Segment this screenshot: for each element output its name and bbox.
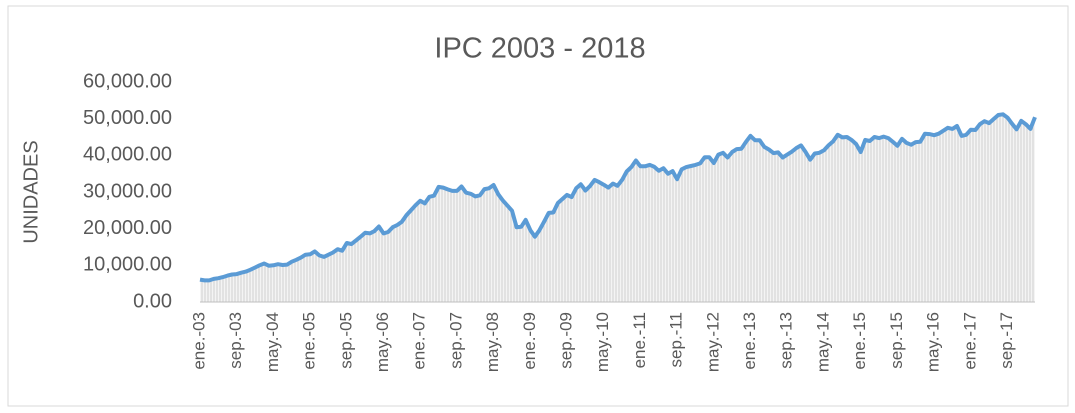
x-tick-label: sep.-05 bbox=[336, 312, 355, 369]
x-tick-label: ene.-17 bbox=[960, 312, 979, 370]
x-tick-label: ene.-11 bbox=[630, 312, 649, 368]
x-tick-label: sep.-03 bbox=[226, 312, 245, 369]
x-tick-label: sep.-11 bbox=[667, 312, 686, 367]
y-tick-label: 50,000.00 bbox=[83, 107, 172, 129]
x-tick-label: ene.-13 bbox=[740, 312, 759, 370]
y-axis-label: UNIDADES bbox=[20, 140, 42, 243]
x-tick-label: sep.-15 bbox=[887, 312, 906, 369]
y-tick-label: 40,000.00 bbox=[83, 144, 172, 166]
y-tick-label: 20,000.00 bbox=[83, 217, 172, 239]
x-tick-label: may.-12 bbox=[703, 312, 722, 372]
y-tick-label: 60,000.00 bbox=[83, 70, 172, 92]
x-tick-label: sep.-09 bbox=[557, 312, 576, 369]
x-tick-label: may.-16 bbox=[924, 312, 943, 372]
y-tick-label: 10,000.00 bbox=[83, 254, 172, 276]
x-tick-label: may.-10 bbox=[593, 312, 612, 372]
x-tick-label: ene.-15 bbox=[850, 312, 869, 370]
x-tick-label: may.-04 bbox=[263, 312, 282, 372]
area-drop-lines bbox=[200, 114, 1035, 302]
x-tick-label: ene.-07 bbox=[410, 312, 429, 370]
x-tick-label: sep.-07 bbox=[446, 312, 465, 369]
chart-title: IPC 2003 - 2018 bbox=[434, 33, 645, 65]
x-tick-label: may.-14 bbox=[813, 312, 832, 372]
x-tick-label: ene.-05 bbox=[300, 312, 319, 370]
x-tick-label: sep.-17 bbox=[997, 312, 1016, 369]
x-tick-label: ene.-03 bbox=[189, 312, 208, 370]
y-tick-label: 0.00 bbox=[133, 290, 172, 312]
y-tick-label: 30,000.00 bbox=[83, 180, 172, 202]
line bbox=[199, 112, 1037, 283]
x-tick-label: ene.-09 bbox=[520, 312, 539, 370]
x-tick-label: may.-06 bbox=[373, 312, 392, 372]
x-tick-label: sep.-13 bbox=[777, 312, 796, 369]
x-tick-label: may.-08 bbox=[483, 312, 502, 372]
